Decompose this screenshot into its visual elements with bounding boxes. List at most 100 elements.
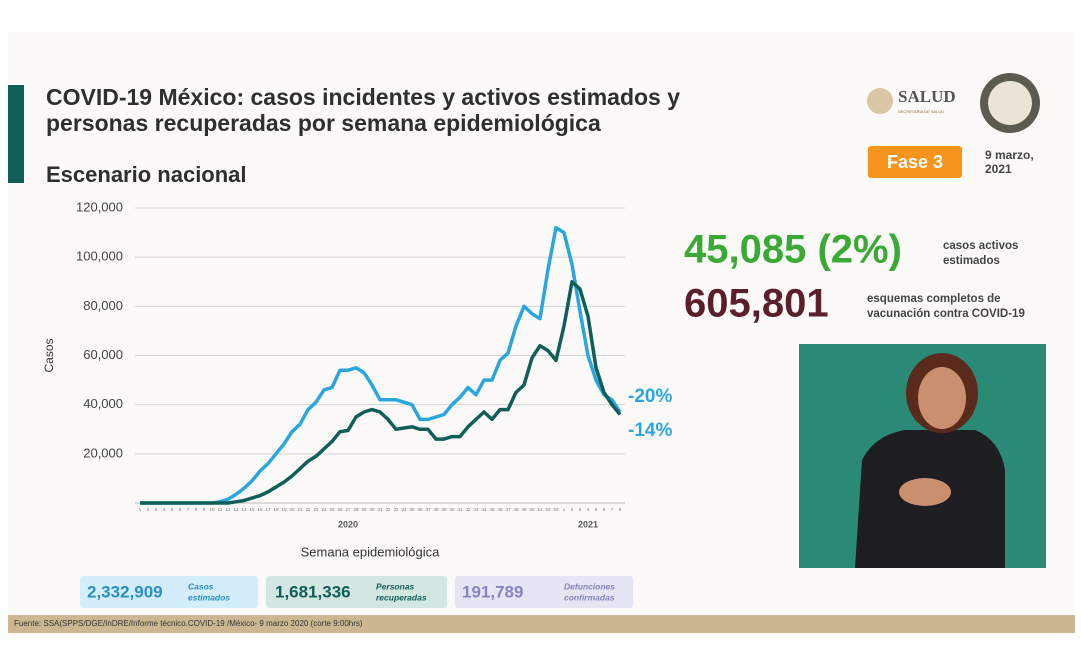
title: personas recuperadas por semana epidemio… [46, 110, 601, 136]
phase: Fase 3 [887, 152, 943, 172]
logo-sub: SECRETARÍA DE SALUD [898, 109, 944, 114]
x-tick-label: 10 [209, 507, 215, 512]
x-tick-label: 13 [233, 507, 239, 512]
y-tick-label: 40,000 [83, 396, 123, 411]
x-tick-label: 15 [249, 507, 255, 512]
x-tick-label: 53 [553, 507, 559, 512]
x-tick-label: 1 [563, 507, 566, 512]
x-tick-label: 16 [257, 507, 263, 512]
x-tick-label: 11 [218, 507, 223, 512]
x-tick-label: 27 [345, 507, 351, 512]
x-tick-label: 50 [529, 507, 535, 512]
x-tick-label: 7 [611, 507, 614, 512]
box [455, 576, 633, 608]
x-tick-label: 41 [457, 507, 463, 512]
x-tick-label: 28 [353, 507, 359, 512]
y-tick-label: 20,000 [83, 445, 123, 460]
x-tick-label: 31 [377, 507, 383, 512]
phase-box [868, 146, 962, 178]
x-tick-label: 22 [305, 507, 311, 512]
box-value: 2,332,909 [87, 582, 163, 601]
logo-emblem [867, 88, 893, 114]
footer-bar [8, 615, 1075, 633]
x-tick-label: 1 [139, 507, 142, 512]
x-tick-label: 12 [225, 507, 231, 512]
x-tick-label: 6 [179, 507, 182, 512]
x-tick-label: 45 [489, 507, 495, 512]
x-tick-label: 20 [289, 507, 295, 512]
x-tick-label: 5 [171, 507, 174, 512]
x-tick-label: 17 [265, 507, 271, 512]
end-label: -14% [628, 420, 672, 441]
x-tick-label: 51 [537, 507, 543, 512]
x-tick-label: 34 [401, 507, 407, 512]
x-tick-label: 38 [433, 507, 439, 512]
date: 9 marzo, [985, 148, 1034, 162]
stat-value: 605,801 [684, 282, 829, 326]
y-tick-label: 60,000 [83, 347, 123, 362]
date: 2021 [985, 162, 1012, 176]
year-label: 2021 [578, 519, 598, 529]
x-tick-label: 8 [195, 507, 198, 512]
x-tick-label: 36 [417, 507, 423, 512]
box [80, 576, 258, 608]
y-tick-label: 80,000 [83, 298, 123, 313]
subtitle: Escenario nacional [46, 162, 247, 187]
box [266, 576, 447, 608]
stat-label: casos activos [943, 240, 1018, 252]
x-tick-label: 21 [297, 507, 303, 512]
footer: Fuente: SSA(SPPS/DGE/InDRE/Informe técni… [14, 619, 363, 628]
x-tick-label: 2 [571, 507, 574, 512]
x-tick-label: 8 [619, 507, 622, 512]
x-tick-label: 24 [321, 507, 327, 512]
box-value: 1,681,336 [275, 582, 351, 601]
x-tick-label: 5 [595, 507, 598, 512]
stat-label: estimados [943, 255, 1000, 267]
stat-value: 45,085 (2%) [684, 228, 902, 272]
x-tick-label: 52 [545, 507, 551, 512]
x-axis-label: Semana epidemiológica [301, 544, 441, 559]
x-tick-label: 25 [329, 507, 335, 512]
title: COVID-19 México: casos incidentes y acti… [46, 84, 680, 110]
y-tick-label: 120,000 [76, 199, 123, 214]
stat-label: vacunación contra COVID-19 [867, 308, 1025, 320]
x-tick-label: 7 [187, 507, 190, 512]
y-tick-label: 100,000 [76, 249, 123, 264]
box-value: 191,789 [462, 582, 523, 601]
year-label: 2020 [338, 519, 358, 529]
x-tick-label: 33 [393, 507, 399, 512]
box-label: confirmadas [564, 592, 615, 602]
x-tick-label: 3 [579, 507, 582, 512]
x-tick-label: 23 [313, 507, 319, 512]
x-tick-label: 32 [385, 507, 391, 512]
x-tick-label: 49 [521, 507, 527, 512]
stat-label: esquemas completos de [867, 293, 1001, 305]
x-tick-label: 4 [587, 507, 590, 512]
box-label: Personas [376, 581, 415, 591]
interpreter-hands [899, 478, 951, 506]
box-label: recuperadas [376, 592, 427, 602]
interpreter-face [918, 367, 966, 429]
x-tick-label: 14 [241, 507, 247, 512]
x-tick-label: 30 [369, 507, 375, 512]
accent-bar [8, 85, 24, 183]
x-tick-label: 26 [337, 507, 343, 512]
box-label: estimados [188, 592, 230, 602]
box-label: Defunciones [564, 581, 615, 591]
x-tick-label: 6 [603, 507, 606, 512]
x-tick-label: 47 [505, 507, 511, 512]
box-label: Casos [188, 581, 214, 591]
x-tick-label: 44 [481, 507, 487, 512]
x-tick-label: 39 [441, 507, 447, 512]
logo: SALUD [898, 87, 956, 106]
x-tick-label: 48 [513, 507, 519, 512]
x-tick-label: 46 [497, 507, 503, 512]
x-tick-label: 18 [273, 507, 279, 512]
x-tick-label: 9 [203, 507, 206, 512]
year-emblem [988, 81, 1032, 125]
x-tick-label: 3 [155, 507, 158, 512]
x-tick-label: 37 [425, 507, 431, 512]
